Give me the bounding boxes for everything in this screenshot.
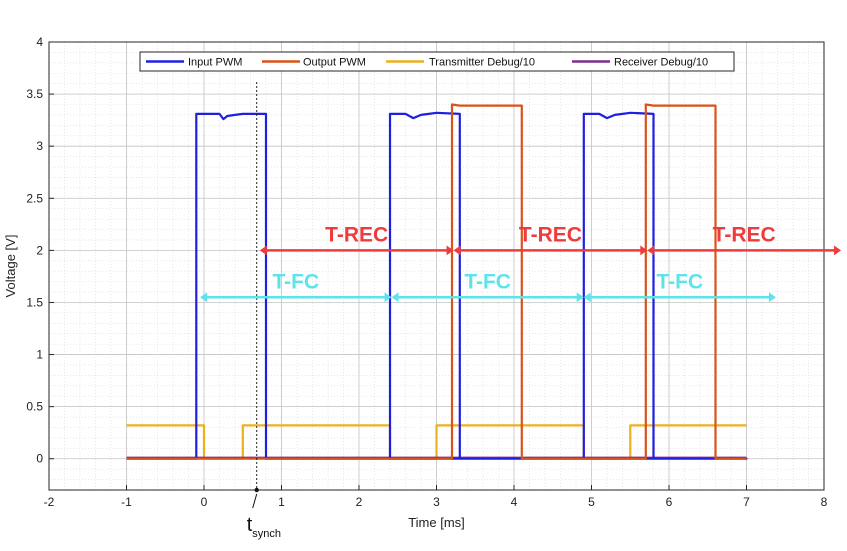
- x-tick-label: 5: [588, 495, 595, 509]
- x-axis-label: Time [ms]: [408, 515, 465, 530]
- y-tick-label: 1: [36, 348, 43, 362]
- legend: Input PWM Output PWM Transmitter Debug/10 R…: [139, 51, 735, 72]
- annotation-label-t-rec: T-REC: [519, 223, 582, 246]
- x-tick-label: 3: [433, 495, 440, 509]
- arrow-head: [200, 292, 208, 303]
- x-tick-label: 1: [278, 495, 285, 509]
- x-tick-label: 6: [666, 495, 673, 509]
- y-tick-label: 3: [36, 139, 43, 153]
- legend-label-receiver-debug-10: Receiver Debug/10: [614, 57, 708, 69]
- y-tick-label: 2.5: [26, 191, 43, 205]
- y-tick-label: 1.5: [26, 295, 43, 309]
- arrow-head: [834, 245, 842, 256]
- annotation-label-t-rec: T-REC: [325, 223, 388, 246]
- legend-label-output-pwm: Output PWM: [303, 57, 366, 69]
- y-tick-label: 0: [36, 452, 43, 466]
- annotation-label-t-fc: T-FC: [273, 270, 320, 293]
- arrow-head: [640, 245, 648, 256]
- arrow-head: [453, 245, 461, 256]
- y-axis-label: Voltage [V]: [3, 235, 18, 298]
- x-tick-label: 7: [743, 495, 750, 509]
- y-tick-label: 4: [36, 35, 43, 49]
- series-layer: [126, 103, 748, 460]
- series-line-input-pwm: [126, 111, 748, 460]
- legend-box: [139, 51, 735, 72]
- y-tick-labels: 0 0.5 1 1.5 2 2.5 3 3.5 4: [26, 35, 43, 466]
- x-tick-label: 8: [821, 495, 828, 509]
- x-tick-label: 0: [201, 495, 208, 509]
- y-tick-label: 2: [36, 243, 43, 257]
- major-grid: [48, 41, 825, 490]
- x-tick-label: 4: [511, 495, 518, 509]
- arrow-head: [583, 292, 591, 303]
- arrow-head: [259, 245, 267, 256]
- annotation-label-t-fc: T-FC: [464, 270, 511, 293]
- series-line-output-pwm: [126, 103, 747, 460]
- tsynch-label-main: t: [247, 514, 253, 536]
- tsynch-marker-layer: [252, 82, 259, 509]
- x-tick-labels: -2 -1 0 1 2 3 4 5 6 7 8: [44, 495, 828, 509]
- x-tick-label: -2: [44, 495, 55, 509]
- tsynch-label: tsynch: [247, 514, 281, 540]
- arrow-head: [446, 245, 454, 256]
- legend-label-transmitter-debug-10: Transmitter Debug/10: [429, 57, 535, 69]
- arrow-head: [576, 292, 584, 303]
- x-tick-label: 2: [356, 495, 363, 509]
- annotation-label-t-rec: T-REC: [713, 223, 776, 246]
- arrow-head: [647, 245, 655, 256]
- legend-label-input-pwm: Input PWM: [188, 57, 242, 69]
- arrow-head: [391, 292, 399, 303]
- annotation-layer: T-REC T-REC T-REC T-FC T-FC T-FC: [200, 223, 842, 303]
- x-tick-label: -1: [121, 495, 132, 509]
- arrow-head: [384, 292, 392, 303]
- tsynch-label-sub: synch: [252, 528, 281, 540]
- plot-area-frame: [48, 41, 825, 491]
- y-tick-label: 0.5: [26, 400, 43, 414]
- tsynch-pointer: [252, 493, 258, 509]
- arrow-head: [768, 292, 776, 303]
- annotation-label-t-fc: T-FC: [657, 270, 704, 293]
- y-tick-label: 3.5: [26, 87, 43, 101]
- tsynch-point: [254, 487, 259, 493]
